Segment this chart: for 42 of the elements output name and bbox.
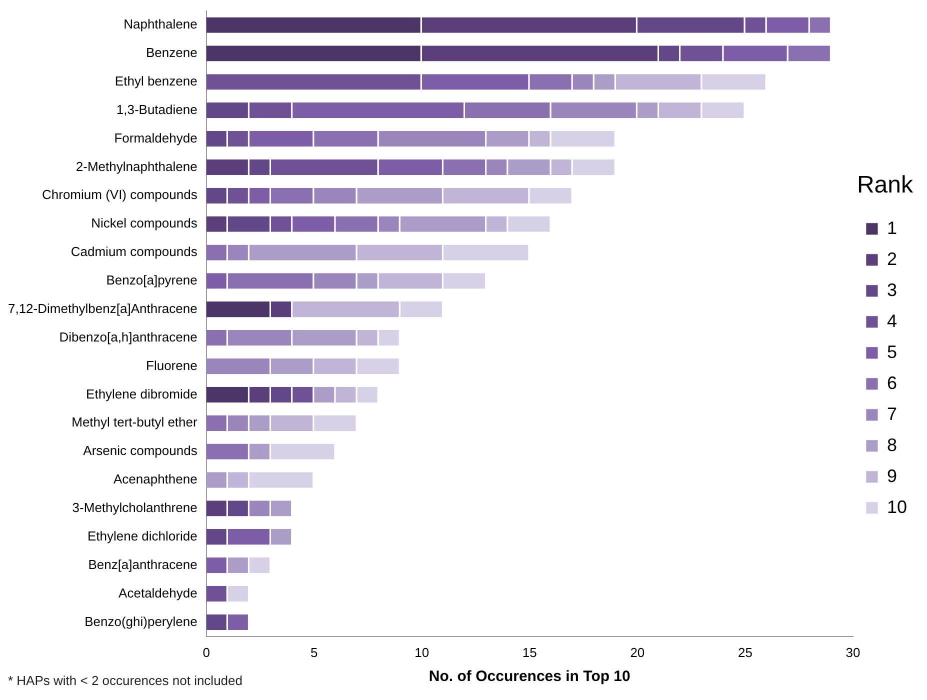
x-tick-label: 0 [202, 644, 210, 660]
y-tick-label: Cadmium compounds [70, 244, 198, 260]
y-tick-label: Formaldehyde [114, 130, 198, 146]
y-tick-label: Fluorene [146, 358, 198, 373]
y-tick-label: 2-Methylnaphthalene [76, 158, 198, 174]
legend-label: 6 [886, 372, 897, 393]
legend-label: 5 [886, 342, 897, 362]
y-tick-label: Acetaldehyde [118, 585, 198, 600]
x-tick-label: 25 [738, 644, 752, 660]
x-tick-label: 20 [630, 644, 645, 660]
y-tick-label: Acenaphthene [113, 472, 198, 487]
y-tick-label: Dibenzo[a,h]anthracene [59, 329, 198, 344]
x-axis-title: No. of Occurences in Top 10 [428, 668, 630, 686]
y-tick-label: 3-Methylcholanthrene [72, 500, 198, 516]
y-tick-label: Ethylene dichloride [87, 528, 198, 544]
legend-label: 10 [886, 496, 908, 517]
legend-label: 7 [886, 404, 897, 424]
y-tick-label: 7,12-Dimethylbenz[a]Anthracene [8, 300, 198, 316]
legend-label: 9 [886, 466, 897, 486]
legend-label: 8 [886, 434, 897, 455]
y-tick-label: Benzo(ghi)perylene [84, 614, 198, 629]
y-tick-label: Benz[a]anthracene [88, 556, 198, 572]
legend-label: 3 [886, 280, 897, 300]
y-tick-label: 1,3-Butadiene [116, 102, 198, 117]
legend-label: 4 [886, 310, 897, 331]
y-tick-label: Chromium (VI) compounds [42, 187, 198, 202]
legend-label: 2 [886, 248, 897, 269]
x-tick-label: 10 [414, 644, 430, 660]
text: * HAPs with < 2 occurences not included [8, 673, 242, 688]
y-tick-label: Ethyl benzene [114, 73, 198, 88]
x-tick-label: 5 [310, 644, 318, 660]
y-tick-label: Benzo[a]pyrene [106, 272, 198, 288]
y-tick-label: Nickel compounds [91, 216, 198, 231]
y-tick-label: Naphthalene [124, 16, 198, 32]
legend-label: 1 [886, 218, 897, 238]
legend-title: Rank [856, 172, 914, 199]
x-tick-label: 30 [846, 644, 860, 660]
y-tick-label: Benzene [146, 45, 198, 60]
y-tick-label: Arsenic compounds [83, 443, 198, 458]
y-tick-label: Methyl tert-butyl ether [72, 414, 198, 430]
y-tick-label: Ethylene dibromide [86, 386, 198, 402]
x-tick-label: 15 [522, 644, 537, 660]
